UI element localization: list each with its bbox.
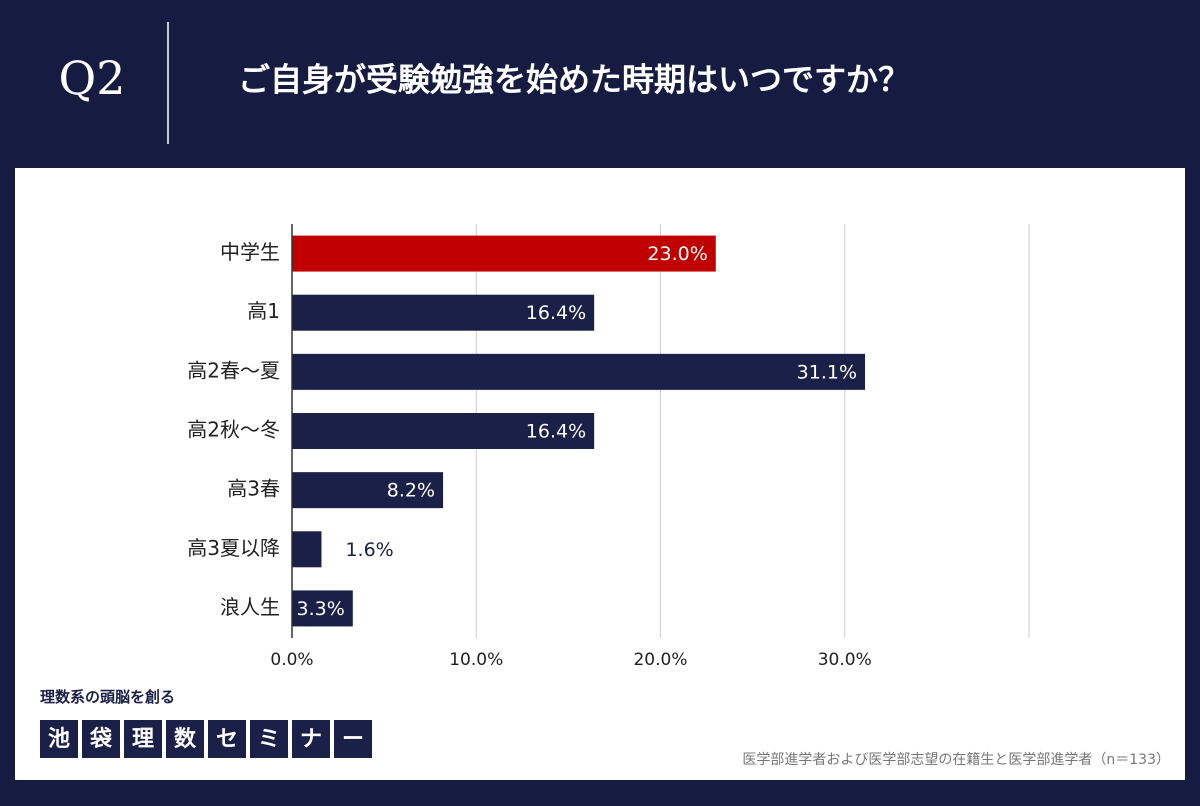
y-tick-label: 高2春～夏 [187, 358, 280, 382]
y-tick-label: 高3春 [227, 477, 280, 501]
badge: Q2 [59, 51, 126, 105]
logo-char: 袋 [89, 726, 113, 752]
bar [292, 413, 595, 449]
bar [292, 235, 716, 272]
value-label: 16.4% [526, 421, 586, 443]
x-tick-label: 30.0% [818, 650, 872, 670]
logo-box [124, 720, 162, 758]
value-label: 8.2% [387, 480, 435, 502]
x-tick-label: 10.0% [449, 650, 503, 670]
logo-char: ナ [300, 727, 322, 752]
logo-box [40, 720, 78, 758]
bar [292, 590, 353, 627]
bar [292, 294, 595, 331]
x-tick-label: 0.0% [270, 650, 313, 670]
tagline: 理数系の頭脳を創る [40, 688, 175, 706]
bar [292, 472, 444, 509]
value-label: 1.6% [345, 539, 393, 561]
logo-box [292, 720, 330, 758]
note: 医学部進学者および医学部志望の在籍生と医学部進学者（n＝133） [742, 751, 1170, 768]
value-label: 16.4% [526, 302, 586, 324]
y-tick-label: 浪人生 [220, 595, 280, 619]
logo-char: セ [216, 727, 238, 752]
bar [292, 353, 866, 390]
logo-box [334, 720, 372, 758]
logo-char: ミ [258, 727, 280, 752]
bar [292, 531, 322, 568]
logo-char: 池 [48, 727, 70, 752]
value-label: 3.3% [297, 598, 345, 620]
logo-char: 理 [132, 727, 154, 752]
logo-char: ー [342, 727, 364, 752]
y-tick-label: 高3夏以降 [187, 536, 280, 560]
title: ご自身が受験勉強を始めた時期はいつですか？ [238, 61, 910, 99]
x-tick-label: 20.0% [633, 650, 687, 670]
logo-box [250, 720, 288, 758]
y-tick-label: 高2秋～冬 [187, 418, 280, 442]
logo-box [82, 720, 120, 758]
value-label: 23.0% [647, 243, 707, 265]
logo-box [166, 720, 204, 758]
y-tick-label: 高1 [247, 299, 280, 323]
logo-box [208, 720, 246, 758]
y-tick-label: 中学生 [220, 240, 280, 264]
logo-char: 数 [174, 726, 197, 752]
value-label: 31.1% [797, 361, 857, 383]
logo: 池袋理数セミナー [40, 720, 372, 758]
